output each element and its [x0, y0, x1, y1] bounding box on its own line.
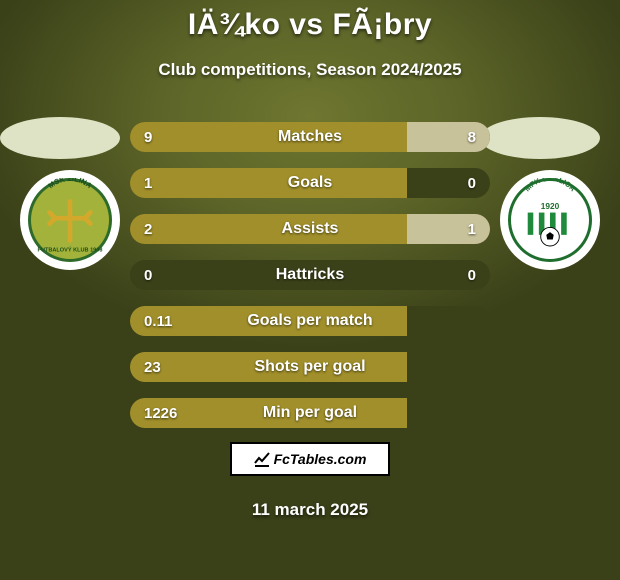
stat-value-left: 1 [144, 168, 152, 198]
svg-text:MSK ŽILINA: MSK ŽILINA [46, 178, 94, 191]
stat-label: Shots per goal [130, 352, 490, 382]
stat-value-left: 2 [144, 214, 152, 244]
svg-text:MFK SKALICA: MFK SKALICA [523, 178, 578, 194]
stat-label: Goals per match [130, 306, 490, 336]
stat-value-left: 0.11 [144, 306, 172, 336]
stat-label: Matches [130, 122, 490, 152]
stat-value-right: 0 [468, 260, 476, 290]
stats-container: Matches98Goals10Assists21Hattricks00Goal… [130, 122, 490, 444]
subtitle: Club competitions, Season 2024/2025 [0, 60, 620, 80]
stat-row: Goals per match0.11 [130, 306, 490, 336]
stat-label: Assists [130, 214, 490, 244]
stat-value-right: 0 [468, 168, 476, 198]
stat-row: Shots per goal23 [130, 352, 490, 382]
stat-row: Assists2 1 [130, 214, 490, 244]
stat-value-left: 0 [144, 260, 152, 290]
stat-label: Hattricks [130, 260, 490, 290]
stat-value-left: 9 [144, 122, 152, 152]
stat-row: Min per goal1226 [130, 398, 490, 428]
stat-row: Hattricks0 0 [130, 260, 490, 290]
stat-row: Goals1 0 [130, 168, 490, 198]
left-crest-icon: MSK ŽILINA FUTBALOVÝ KLUB 1908 [31, 178, 109, 262]
right-team-crest: MFK SKALICA 1920 [500, 170, 600, 270]
right-crest-icon: MFK SKALICA 1920 [511, 178, 589, 262]
stat-row: Matches9 8 [130, 122, 490, 152]
brand-badge: FcTables.com [230, 442, 390, 476]
left-team-halo [0, 117, 120, 159]
page-title: IÄ¾ko vs FÃ¡bry [0, 8, 620, 42]
stat-value-left: 23 [144, 352, 161, 382]
stat-label: Min per goal [130, 398, 490, 428]
svg-text:1920: 1920 [541, 201, 560, 211]
brand-text: FcTables.com [274, 451, 367, 467]
date-text: 11 march 2025 [0, 500, 620, 520]
right-team-halo [480, 117, 600, 159]
brand-chart-icon [254, 451, 270, 467]
svg-text:FUTBALOVÝ KLUB 1908: FUTBALOVÝ KLUB 1908 [38, 247, 103, 254]
stat-value-left: 1226 [144, 398, 177, 428]
stat-value-right: 1 [468, 214, 476, 244]
stat-label: Goals [130, 168, 490, 198]
stat-value-right: 8 [468, 122, 476, 152]
left-team-crest: MSK ŽILINA FUTBALOVÝ KLUB 1908 [20, 170, 120, 270]
